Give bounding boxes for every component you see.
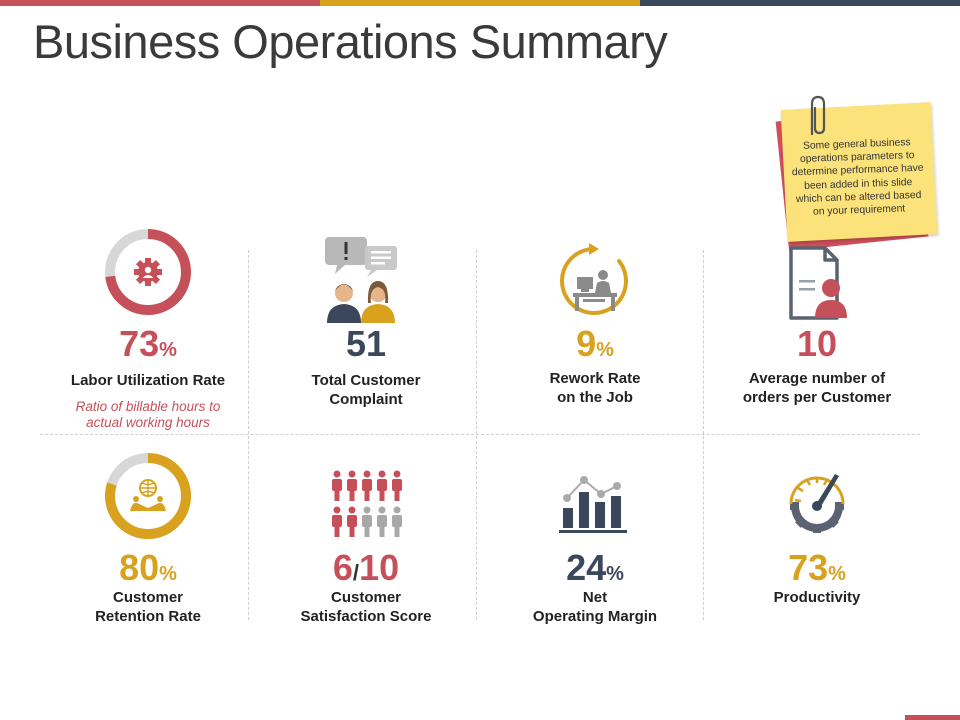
top-bar-red	[0, 0, 320, 6]
value-unit: %	[159, 563, 177, 585]
value-number: 80	[119, 547, 160, 588]
metric-label: Customer Satisfaction Score	[252, 588, 480, 626]
person-figure	[347, 506, 357, 537]
person-figure	[392, 506, 402, 537]
person-figure	[377, 506, 387, 537]
label-line: Customer	[112, 589, 183, 606]
label-line: Operating Margin	[532, 608, 658, 625]
value-number: 24	[566, 547, 607, 588]
metric-value: 24%	[481, 550, 709, 592]
sticky-note: Some general business operations paramet…	[775, 95, 940, 251]
metric-value: 10	[703, 326, 931, 362]
value-slash: /	[352, 560, 360, 585]
label-line: orders per Customer	[742, 389, 892, 406]
grid-line-v3	[703, 250, 704, 620]
person-figure	[332, 470, 342, 501]
value-total: 10	[359, 547, 400, 588]
value-number: 73	[788, 547, 829, 588]
label-line: Complaint	[329, 391, 403, 408]
metric-label: Productivity	[703, 588, 931, 607]
customers-complaint-icon	[325, 237, 397, 323]
paperclip-icon	[810, 95, 826, 136]
value-unit: %	[828, 563, 846, 585]
label-line: on the Job	[557, 389, 633, 406]
metric-label: Total Customer Complaint	[252, 371, 480, 409]
value-number: 10	[796, 323, 838, 364]
sub-line: Ratio of billable hours to	[75, 399, 221, 414]
label-line: Labor Utilization Rate	[70, 372, 226, 389]
person-figure	[347, 470, 357, 501]
bottom-accent-bar	[905, 715, 960, 720]
customer-document-icon	[789, 246, 847, 320]
label-line: Total Customer	[311, 372, 421, 389]
label-line: Net	[582, 589, 608, 606]
person-figure	[392, 470, 402, 501]
value-number: 51	[345, 323, 387, 364]
bar-line-chart-icon	[559, 476, 627, 533]
retention-donut-icon	[105, 453, 191, 539]
grid-line-v1	[248, 250, 249, 620]
grid-line-v2	[476, 250, 477, 620]
value-unit: %	[596, 339, 614, 361]
metric-label: Labor Utilization Rate	[34, 371, 262, 390]
speedometer-gear-icon	[789, 474, 845, 533]
sticky-note-text: Some general business operations paramet…	[791, 137, 924, 218]
person-figure	[362, 506, 372, 537]
top-bar-gold	[320, 0, 640, 6]
metric-value: 73%	[703, 550, 931, 592]
label-line: Satisfaction Score	[300, 608, 432, 625]
sub-line: actual working hours	[86, 415, 210, 430]
label-line: Customer	[330, 589, 401, 606]
label-line: Productivity	[773, 589, 861, 606]
people-rating-icon	[332, 470, 402, 537]
metric-value: 73%	[34, 326, 262, 368]
page-title: Business Operations Summary	[33, 15, 668, 68]
grid-line-h	[40, 434, 920, 435]
value-number: 9	[576, 323, 597, 364]
metric-label: Customer Retention Rate	[34, 588, 262, 626]
value-number: 6	[332, 547, 353, 588]
label-line: Average number of	[748, 370, 886, 387]
metric-subtext: Ratio of billable hours to actual workin…	[34, 399, 262, 431]
metric-label: Rework Rate on the Job	[481, 369, 709, 407]
person-figure	[377, 470, 387, 501]
metric-label: Average number of orders per Customer	[703, 369, 931, 407]
label-line: Rework Rate	[549, 370, 641, 387]
value-number: 73	[119, 323, 160, 364]
value-unit: %	[606, 563, 624, 585]
metric-label: Net Operating Margin	[481, 588, 709, 626]
top-bar-navy	[640, 0, 960, 6]
metric-value: 51	[252, 326, 480, 362]
person-figure	[332, 506, 342, 537]
top-color-bar	[0, 0, 960, 6]
metric-value: 80%	[34, 550, 262, 592]
label-line: Retention Rate	[95, 608, 201, 625]
value-unit: %	[159, 339, 177, 361]
rework-desk-icon	[560, 243, 628, 315]
gear-donut-icon	[105, 229, 191, 315]
metric-value: 6/10	[252, 550, 480, 591]
person-figure	[362, 470, 372, 501]
metric-value: 9%	[481, 326, 709, 368]
